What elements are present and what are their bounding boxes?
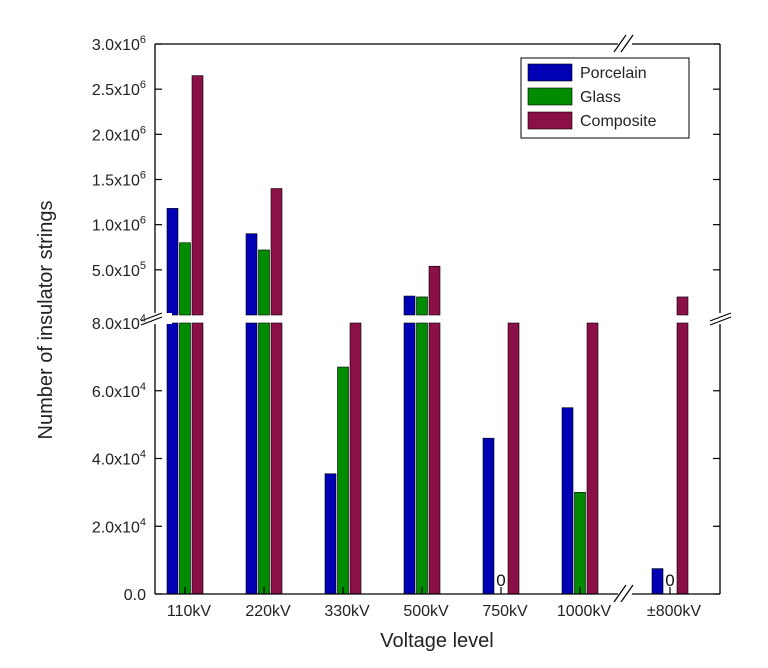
zero-value-label-0: 0 [496, 571, 505, 590]
bar-glass-3-lower [416, 322, 428, 595]
y-tick-label-upper-0: 3.0x106 [92, 34, 146, 54]
bar-composite-0-upper [191, 75, 204, 316]
legend-label-glass: Glass [580, 89, 621, 106]
x-axis-break-top [613, 34, 634, 54]
bar-porcelain-4-lower [482, 437, 495, 595]
bar-glass-1-upper [258, 249, 270, 316]
y-tick-label-upper-2: 2.0x106 [92, 124, 146, 144]
x-axis-title: Voltage level [380, 630, 493, 652]
bar-composite-6-lower [676, 322, 689, 595]
x-tick-label-1: 220kV [245, 603, 291, 620]
bar-composite-0-lower [191, 322, 204, 595]
legend: Porcelain Glass Composite [520, 57, 690, 139]
bar-porcelain-5-lower [561, 407, 574, 595]
bar-composite-3-lower [428, 322, 441, 595]
y-tick-label-lower-1: 6.0x104 [92, 381, 146, 401]
bar-glass-2-lower [337, 366, 349, 595]
zero-value-label-1: 0 [665, 571, 674, 590]
bar-glass-1-lower [258, 322, 270, 595]
x-tick-label-0: 110kV [167, 603, 212, 620]
legend-swatch-composite [527, 111, 573, 130]
x-tick-labels: 110kV 220kV 330kV 500kV 750kV 1000kV ±800kV [167, 603, 701, 620]
legend-label-porcelain: Porcelain [580, 65, 647, 82]
y-tick-label-lower-2: 4.0x104 [92, 449, 146, 469]
bar-composite-3-upper [428, 265, 441, 316]
bars-layer [166, 75, 689, 595]
legend-swatch-glass [527, 87, 573, 106]
bar-composite-4-lower [507, 322, 520, 595]
bar-porcelain-1-lower [245, 322, 258, 595]
bar-glass-0-lower [179, 322, 191, 595]
bar-porcelain-1-upper [245, 233, 258, 316]
y-tick-label-upper-1: 2.5x106 [92, 79, 146, 99]
x-axis-break-bottom [613, 584, 634, 604]
y-axis-title: Number of insulator strings [35, 201, 57, 440]
bar-glass-0-upper [179, 242, 191, 316]
bar-porcelain-3-upper [403, 295, 416, 316]
y-axis-break-right [704, 312, 738, 326]
y-tick-label-upper-3: 1.5x106 [92, 170, 146, 190]
bar-porcelain-6-lower [651, 568, 664, 595]
bar-composite-5-lower [586, 322, 599, 595]
bar-glass-3-upper [416, 296, 428, 316]
x-tick-label-5: 1000kV [557, 603, 612, 620]
bar-porcelain-3-lower [403, 322, 416, 595]
bar-porcelain-0-lower [166, 322, 179, 595]
bar-composite-1-upper [270, 188, 283, 316]
y-tick-label-upper-5: 5.0x105 [92, 260, 146, 280]
x-tick-label-2: 330kV [324, 603, 370, 620]
legend-swatch-porcelain [527, 63, 573, 82]
legend-label-composite: Composite [580, 113, 657, 130]
x-tick-label-4: 750kV [482, 603, 528, 620]
x-tick-label-6: ±800kV [647, 603, 701, 620]
bar-composite-2-lower [349, 322, 362, 595]
bar-porcelain-0-upper [166, 208, 179, 316]
bar-composite-1-lower [270, 322, 283, 595]
bar-porcelain-2-lower [324, 473, 337, 595]
x-tick-label-3: 500kV [403, 603, 449, 620]
y-tick-label-upper-4: 1.0x106 [92, 215, 146, 235]
bar-glass-5-lower [574, 492, 586, 595]
y-tick-label-lower-4: 0.0 [124, 587, 146, 604]
y-axis-break-left [138, 312, 172, 326]
bar-composite-6-upper [676, 296, 689, 316]
y-tick-labels: 3.0x106 2.5x106 2.0x106 1.5x106 1.0x106 5.0x1… [92, 34, 146, 604]
y-tick-label-lower-3: 2.0x104 [92, 516, 146, 536]
y-tick-label-lower-0: 8.0x104 [92, 313, 146, 333]
